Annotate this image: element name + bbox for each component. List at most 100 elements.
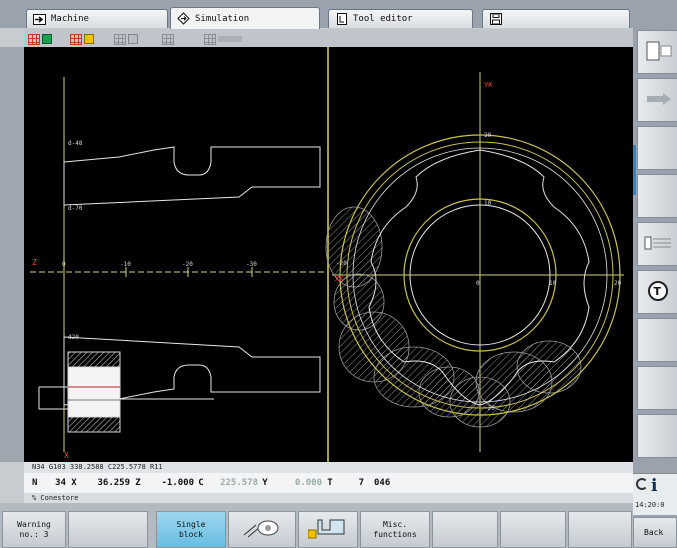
grid-icon [28, 33, 40, 45]
tool-t-button[interactable]: T [637, 270, 677, 314]
turning-view: d-48 d-70 d20 Z X 0 -10 -20 -30 [30, 77, 324, 460]
machine-icon [643, 38, 673, 67]
cycle-icon [636, 478, 648, 490]
right-softkey-2[interactable] [637, 78, 677, 122]
t-extra: 046 [374, 478, 391, 488]
bottom-softkey-bar: Warning no.: 3 Single block Misc. functi… [0, 503, 633, 548]
left-strip [0, 47, 24, 462]
label-right10: 10 [549, 280, 557, 287]
softkey-empty-1[interactable] [68, 511, 148, 548]
label-x-axis: X [64, 451, 69, 460]
tick-neg20: -20 [182, 261, 193, 268]
list-icon [643, 233, 673, 256]
tab-simulation-label: Simulation [195, 13, 250, 24]
label-center0: 0 [476, 280, 480, 287]
tool-view-button[interactable] [228, 511, 296, 548]
tool-file-icon [335, 13, 348, 25]
x-label: X [71, 478, 77, 488]
right-softkey-3[interactable] [637, 126, 677, 170]
right-softkey-bar: T [633, 0, 677, 548]
label-yk: YK [484, 81, 493, 89]
view-button-4[interactable] [162, 33, 174, 45]
t-label: T [327, 478, 333, 488]
label-d20: d20 [68, 334, 79, 341]
right-softkey-7[interactable] [637, 318, 677, 362]
z-label: Z [135, 478, 141, 488]
label-left-mark: -20 [336, 260, 347, 267]
clock: 14:20:0 [635, 501, 665, 509]
highlight-icon [84, 34, 94, 44]
view-toolbar [24, 29, 633, 47]
arrow-right-icon [33, 13, 46, 25]
y-label: Y [262, 478, 268, 488]
misc-line2: functions [373, 529, 417, 539]
tab-tool-editor[interactable]: Tool editor [328, 9, 473, 28]
x-value: 36.259 [97, 478, 130, 488]
grid-icon [114, 33, 126, 45]
n-label: N [32, 478, 38, 488]
tab-machine-label: Machine [51, 14, 89, 24]
tab-bar: Machine Simulation Tool editor [0, 0, 633, 29]
contour-view-button[interactable] [298, 511, 358, 548]
tab-simulation[interactable]: Simulation [170, 7, 320, 29]
simulation-canvas: d-48 d-70 d20 Z X 0 -10 -20 -30 [30, 47, 624, 462]
warning-line1: Warning [17, 519, 51, 529]
softkey-empty-4[interactable] [568, 511, 632, 548]
tick-neg30: -30 [246, 261, 257, 268]
view-button-2[interactable] [70, 33, 94, 45]
svg-text:T: T [653, 285, 661, 298]
t-value: 7 [358, 478, 364, 488]
contour-icon [307, 516, 348, 543]
label-xk: XK [335, 275, 344, 283]
label-z-axis: Z [32, 258, 37, 267]
tab-save[interactable] [482, 9, 630, 28]
bar-icon [218, 36, 242, 42]
block-display: N34 G103 338.2588 C225.5778 R11 [24, 462, 633, 473]
label-d48: d-48 [68, 140, 83, 147]
tick-0: 0 [62, 261, 66, 268]
arrow-gray-icon [643, 91, 673, 110]
face-view: YK 20 10 0 10 20 -20 XK -20 [325, 72, 624, 452]
right-softkey-8[interactable] [637, 366, 677, 410]
c-value: 225.578 [220, 478, 258, 488]
simulation-graphics[interactable]: d-48 d-70 d20 Z X 0 -10 -20 -30 [24, 47, 633, 462]
info-icon[interactable]: i [651, 476, 658, 496]
left-strip-bottom [0, 462, 24, 503]
tab-tool-editor-label: Tool editor [353, 14, 413, 24]
warning-line2: no.: 3 [19, 529, 49, 539]
label-top10: 10 [484, 200, 492, 207]
label-bottom20: -20 [484, 405, 495, 412]
right-softkey-4[interactable] [637, 174, 677, 218]
single-block-button[interactable]: Single block [156, 511, 226, 548]
grid-icon [204, 33, 216, 45]
label-right20: 20 [614, 280, 622, 287]
diamond-arrows-icon [177, 12, 190, 25]
back-button[interactable]: Back [633, 517, 677, 548]
tick-neg10: -10 [120, 261, 131, 268]
tool-path-icon [242, 517, 282, 542]
single-line2: block [178, 529, 204, 539]
label-top20: 20 [484, 132, 492, 139]
warning-button[interactable]: Warning no.: 3 [2, 511, 66, 548]
play-icon [42, 34, 52, 44]
grid-icon [70, 33, 82, 45]
status-box: i 14:20:0 [633, 473, 677, 515]
misc-functions-button[interactable]: Misc. functions [360, 511, 430, 548]
n-value: 34 [55, 478, 66, 488]
c-label: C [198, 478, 204, 488]
right-softkey-1[interactable] [637, 30, 677, 74]
view-button-5[interactable] [204, 33, 242, 45]
view-button-3[interactable] [114, 33, 138, 45]
softkey-empty-2[interactable] [432, 511, 498, 548]
single-line1: Single [176, 519, 206, 529]
right-softkey-5[interactable] [637, 222, 677, 266]
tool-t-icon: T [647, 280, 669, 305]
tab-machine[interactable]: Machine [26, 9, 168, 28]
misc-line1: Misc. [382, 519, 408, 529]
softkey-empty-3[interactable] [500, 511, 566, 548]
program-name: % Conestore [24, 493, 633, 503]
grid-icon [162, 33, 174, 45]
view-button-1[interactable] [28, 33, 52, 45]
right-softkey-9[interactable] [637, 414, 677, 458]
label-d70: d-70 [68, 205, 83, 212]
